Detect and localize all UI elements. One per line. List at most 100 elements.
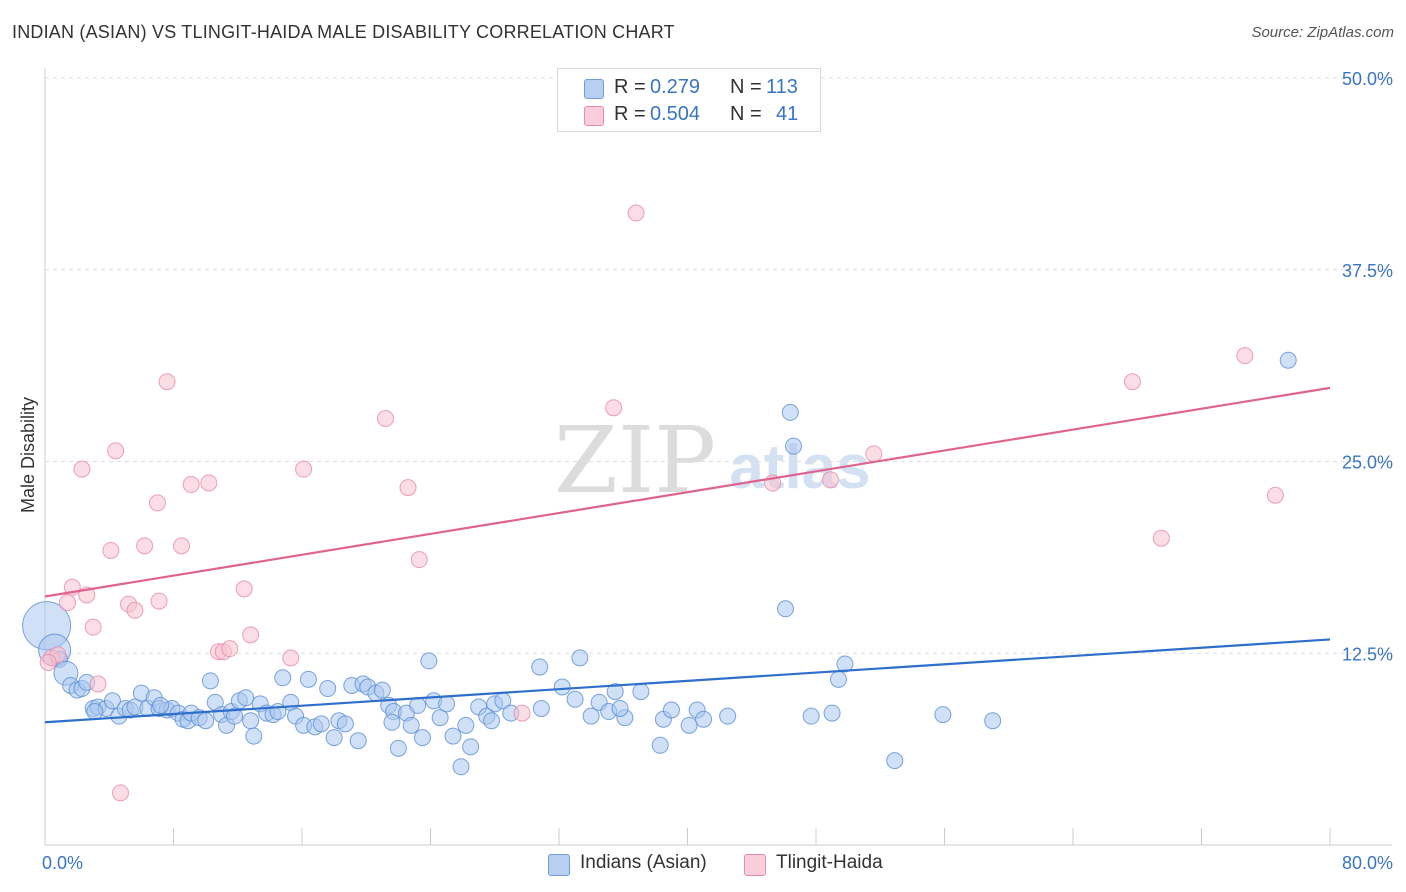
point-indians-asian: [242, 712, 260, 730]
point-tlingit-haida: [221, 640, 239, 658]
point-tlingit-haida: [377, 410, 395, 428]
point-indians-asian: [829, 670, 847, 688]
point-indians-asian: [662, 701, 680, 719]
point-indians-asian: [402, 716, 420, 734]
point-indians-asian: [444, 727, 462, 745]
watermark-zip: ZIP: [554, 407, 716, 514]
point-tlingit-haida: [182, 476, 200, 494]
series-swatch-pink: [744, 854, 766, 876]
point-tlingit-haida: [148, 494, 166, 512]
point-tlingit-haida: [821, 471, 839, 489]
point-tlingit-haida: [865, 445, 883, 463]
y-tick-label: 50.0%: [1342, 69, 1393, 89]
x-tick-label: 80.0%: [1342, 853, 1393, 873]
point-tlingit-haida: [173, 537, 191, 555]
legend-n-label: N =: [730, 76, 762, 98]
legend-r-value: 0.504: [650, 103, 701, 125]
point-indians-asian: [312, 715, 330, 733]
point-tlingit-haida: [1266, 486, 1284, 504]
point-indians-asian: [438, 695, 456, 713]
point-indians-asian: [566, 690, 584, 708]
data-points: [22, 204, 1297, 802]
point-tlingit-haida: [200, 474, 218, 492]
point-tlingit-haida: [295, 460, 313, 478]
point-indians-asian: [457, 716, 475, 734]
point-indians-asian: [781, 403, 799, 421]
point-indians-asian: [719, 707, 737, 725]
point-indians-asian: [86, 703, 104, 721]
point-tlingit-haida: [513, 704, 531, 722]
y-tick-label: 12.5%: [1342, 644, 1393, 664]
point-indians-asian: [299, 670, 317, 688]
point-tlingit-haida: [1236, 347, 1254, 365]
point-tlingit-haida: [126, 601, 144, 619]
point-indians-asian: [1279, 351, 1297, 369]
x-tick-label: 0.0%: [42, 853, 83, 873]
point-indians-asian: [680, 716, 698, 734]
point-indians-asian: [226, 707, 244, 725]
point-indians-asian: [776, 600, 794, 618]
point-tlingit-haida: [107, 442, 125, 460]
series-swatch-blue: [548, 854, 570, 876]
point-indians-asian: [984, 712, 1002, 730]
point-indians-asian: [325, 729, 343, 747]
point-tlingit-haida: [150, 592, 168, 610]
point-indians-asian: [606, 683, 624, 701]
point-tlingit-haida: [158, 373, 176, 391]
point-indians-asian: [823, 704, 841, 722]
series-label: Indians (Asian): [580, 852, 707, 873]
point-indians-asian: [802, 707, 820, 725]
y-tick-label: 37.5%: [1342, 261, 1393, 281]
point-indians-asian: [274, 669, 292, 687]
point-indians-asian: [632, 683, 650, 701]
series-label: Tlingit-Haida: [776, 852, 883, 873]
point-indians-asian: [237, 689, 255, 707]
point-tlingit-haida: [111, 784, 129, 802]
stats-legend: R = 0.279 N = 113 R = 0.504 N = 41: [557, 68, 821, 132]
axes: [44, 68, 1392, 846]
point-indians-asian: [582, 707, 600, 725]
point-indians-asian: [531, 658, 549, 676]
point-tlingit-haida: [1123, 373, 1141, 391]
point-indians-asian: [152, 696, 170, 714]
source-label: Source: ZipAtlas.com: [1251, 24, 1394, 41]
point-tlingit-haida: [136, 537, 154, 555]
legend-swatch-pink: [584, 106, 604, 126]
point-tlingit-haida: [410, 551, 428, 569]
legend-n-value: 113: [766, 76, 798, 98]
point-tlingit-haida: [102, 541, 120, 559]
point-indians-asian: [483, 712, 501, 730]
legend-r-label: R =: [614, 103, 646, 125]
point-indians-asian: [349, 732, 367, 750]
point-indians-asian: [409, 696, 427, 714]
point-indians-asian: [383, 713, 401, 731]
point-tlingit-haida: [84, 618, 102, 636]
point-indians-asian: [611, 699, 629, 717]
point-indians-asian: [934, 706, 952, 724]
trend-lines: [44, 386, 1331, 724]
y-axis-label: Male Disability: [18, 397, 38, 513]
trend-line-indians-asian: [44, 638, 1331, 724]
legend-n-value: 41: [776, 103, 799, 125]
point-tlingit-haida: [1152, 529, 1170, 547]
point-tlingit-haida: [399, 479, 417, 497]
point-indians-asian: [373, 681, 391, 699]
point-tlingit-haida: [89, 675, 107, 693]
point-tlingit-haida: [282, 649, 300, 667]
point-tlingit-haida: [73, 460, 91, 478]
point-tlingit-haida: [627, 204, 645, 222]
point-tlingit-haida: [605, 399, 623, 417]
point-indians-asian: [452, 758, 470, 776]
point-indians-asian: [785, 437, 803, 455]
legend-swatch-blue: [584, 79, 604, 99]
point-indians-asian: [553, 678, 571, 696]
grid-lines: [45, 77, 1392, 654]
point-indians-asian: [571, 649, 589, 667]
point-indians-asian: [431, 709, 449, 727]
legend-n-label: N =: [730, 103, 762, 125]
y-tick-label: 25.0%: [1342, 453, 1393, 473]
point-indians-asian: [651, 736, 669, 754]
chart-title: INDIAN (ASIAN) VS TLINGIT-HAIDA MALE DIS…: [12, 22, 675, 42]
watermark: ZIP atlas: [554, 407, 871, 514]
